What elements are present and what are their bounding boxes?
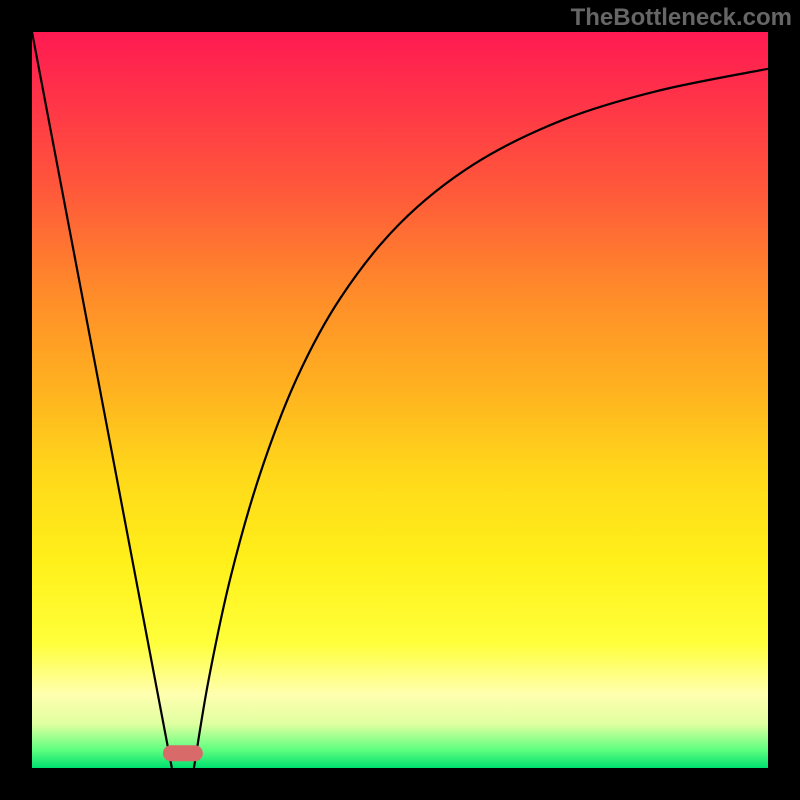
chart-container: TheBottleneck.com [0, 0, 800, 800]
bottleneck-marker [163, 745, 203, 761]
chart-svg [32, 32, 768, 768]
watermark-text: TheBottleneck.com [571, 4, 792, 32]
plot-area [32, 32, 768, 768]
gradient-background [32, 32, 768, 768]
